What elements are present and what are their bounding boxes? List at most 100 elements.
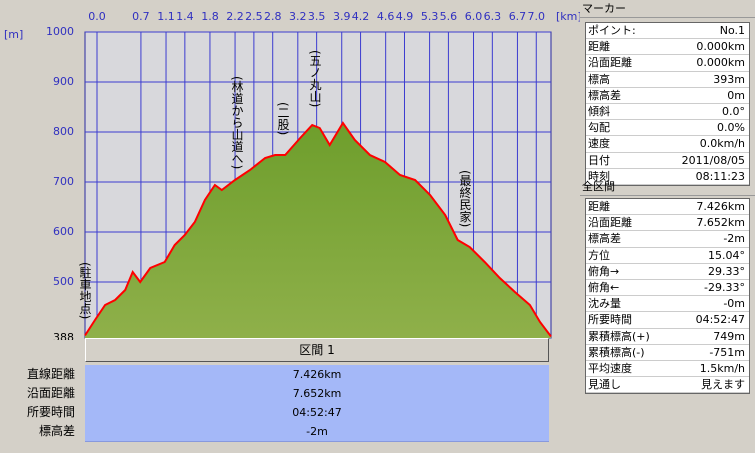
x-tick-label: 0.0 [88, 10, 106, 23]
row-value: -2m [85, 422, 549, 442]
row-value: 0.000km [696, 56, 745, 70]
row-value: 7.652km [85, 384, 549, 404]
row-label: 累積標高(+) [588, 329, 650, 343]
annotation: (林道から山道へ) [230, 76, 244, 170]
x-tick-label: 3.9 [333, 10, 351, 23]
row-label: 標高差 [588, 232, 621, 246]
row-value: 7.426km [696, 200, 745, 213]
section-row: 沿面距離 7.652km [0, 384, 550, 404]
annotation: (駐車地点) [78, 262, 92, 320]
x-tick-label: 4.2 [352, 10, 370, 23]
panel-row: 累積標高(+) 749m [586, 329, 749, 345]
panel-row: 見通し 見えます [586, 377, 749, 394]
panel-row: 累積標高(-) -751m [586, 345, 749, 361]
row-value: 08:11:23 [695, 169, 745, 183]
row-label: 日付 [588, 153, 610, 167]
row-label: 距離 [588, 40, 610, 54]
row-label: 沈み量 [588, 297, 621, 311]
y-tick-label: 800 [53, 125, 74, 138]
annotation: (五ノ丸山) [308, 50, 322, 108]
x-tick-label: 5.6 [440, 10, 458, 23]
row-label: ポイント: [588, 24, 636, 37]
panel-row: 距離 7.426km [586, 199, 749, 216]
panel-row: ポイント: No.1 [586, 23, 749, 40]
x-tick-label: 1.4 [176, 10, 194, 23]
y-tick-label: 700 [53, 175, 74, 188]
x-tick-label: 5.3 [421, 10, 439, 23]
row-value: 2011/08/05 [681, 153, 745, 167]
panel-row: 時刻 08:11:23 [586, 169, 749, 185]
row-value: 04:52:47 [695, 313, 745, 327]
row-label: 平均速度 [588, 361, 632, 375]
row-label: 方位 [588, 248, 610, 262]
x-tick-label: 0.7 [132, 10, 150, 23]
row-value: 15.04° [708, 248, 745, 262]
x-tick-label: 1.8 [201, 10, 219, 23]
row-value: 04:52:47 [85, 403, 549, 423]
y-tick-label: 1000 [46, 25, 74, 38]
y-tick-label: 388 [53, 331, 74, 340]
row-value: 1.5km/h [699, 361, 745, 375]
panel-title: 全区間 [580, 178, 755, 196]
row-value: 749m [713, 329, 745, 343]
panel-row: 沿面距離 7.652km [586, 215, 749, 232]
y-tick-label: 500 [53, 275, 74, 288]
x-tick-label: 2.5 [245, 10, 263, 23]
row-label: 所要時間 [588, 313, 632, 327]
panel-row: 平均速度 1.5km/h [586, 361, 749, 378]
panel-row: 方位 15.04° [586, 248, 749, 264]
total-table: 距離 7.426km 沿面距離 7.652km 標高差 -2m 方位 15.04° 俯角→ 29.… [585, 198, 750, 395]
panel-row: 沈み量 -0m [586, 296, 749, 313]
row-value: No.1 [719, 24, 745, 37]
panel-row: 日付 2011/08/05 [586, 153, 749, 169]
row-value: -29.33° [704, 280, 745, 294]
x-tick-label: 6.0 [465, 10, 483, 23]
x-tick-label: 1.1 [157, 10, 175, 23]
row-value: 0m [727, 88, 745, 102]
profile-line [84, 121, 552, 338]
y-unit: [m] [4, 28, 23, 41]
panel-row: 勾配 0.0% [586, 120, 749, 137]
row-label: 沿面距離 [588, 56, 632, 70]
panel-row: 標高差 -2m [586, 231, 749, 248]
row-label: 距離 [588, 200, 610, 213]
panel-row: 沿面距離 0.000km [586, 55, 749, 72]
panel-row: 俯角→ 29.33° [586, 264, 749, 280]
section-header[interactable]: 区間 1 [85, 338, 549, 362]
panel-row: 所要時間 04:52:47 [586, 312, 749, 329]
row-value: 7.652km [696, 216, 745, 230]
row-label: 勾配 [588, 121, 610, 135]
row-label: 標高差 [38, 424, 75, 438]
panel-row: 距離 0.000km [586, 39, 749, 56]
row-label: 沿面距離 [26, 386, 75, 400]
annotation: (最終民家) [458, 170, 472, 228]
row-value: 29.33° [708, 264, 745, 278]
panel-row: 速度 0.0km/h [586, 136, 749, 153]
x-tick-label: 2.8 [264, 10, 282, 23]
row-label: 見通し [588, 378, 621, 392]
row-label: 俯角← [588, 280, 620, 294]
row-label: 時刻 [588, 169, 610, 183]
x-tick-label: 7.0 [528, 10, 546, 23]
row-label: 所要時間 [26, 405, 75, 419]
row-label: 標高 [588, 72, 610, 86]
row-label: 累積標高(-) [588, 345, 645, 359]
x-tick-label: 4.9 [396, 10, 414, 23]
row-value: 0.0km/h [699, 137, 745, 151]
row-value: 0.000km [696, 40, 745, 54]
panel-row: 傾斜 0.0° [586, 104, 749, 121]
row-value: 7.426km [85, 365, 549, 385]
row-value: -2m [723, 232, 745, 246]
row-value: 393m [713, 72, 745, 86]
panel-title: マーカー [580, 0, 755, 18]
y-tick-label: 900 [53, 75, 74, 88]
row-label: 速度 [588, 137, 610, 151]
row-value: -751m [709, 345, 745, 359]
panel-row: 標高差 0m [586, 88, 749, 104]
row-value: -0m [723, 297, 745, 311]
panel-row: 標高 393m [586, 72, 749, 88]
row-value: 0.0% [717, 121, 745, 135]
panel-row: 俯角← -29.33° [586, 280, 749, 297]
row-label: 俯角→ [588, 264, 620, 278]
